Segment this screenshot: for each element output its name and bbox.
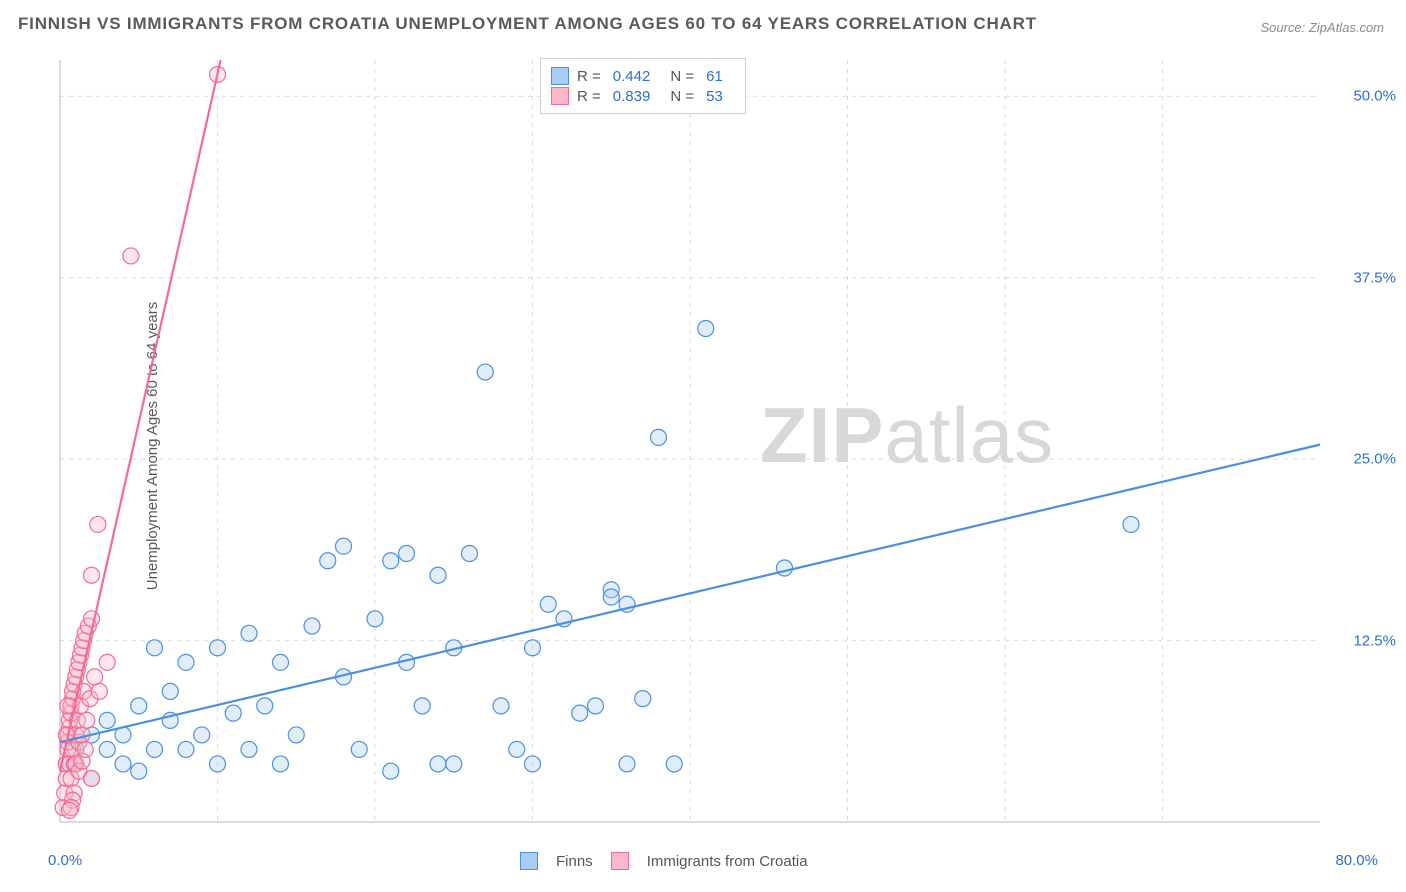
- legend-swatch: [551, 67, 569, 85]
- legend-r-value: 0.839: [613, 88, 651, 105]
- x-axis-min-label: 0.0%: [48, 852, 82, 869]
- legend-swatch: [520, 852, 538, 870]
- legend-swatch: [611, 852, 629, 870]
- legend-r-label: R =: [577, 88, 601, 105]
- legend-r-value: 0.442: [613, 68, 651, 85]
- y-tick-label: 37.5%: [1353, 269, 1396, 286]
- x-axis-max-label: 80.0%: [1335, 852, 1378, 869]
- series-legend: Finns Immigrants from Croatia: [520, 852, 808, 870]
- legend-n-label: N =: [670, 68, 694, 85]
- chart-title: FINNISH VS IMMIGRANTS FROM CROATIA UNEMP…: [18, 14, 1037, 34]
- legend-series-label: Finns: [556, 853, 593, 870]
- legend-series-label: Immigrants from Croatia: [647, 853, 808, 870]
- legend-n-value: 61: [706, 68, 723, 85]
- legend-n-label: N =: [670, 88, 694, 105]
- correlation-legend: R = 0.442 N = 61 R = 0.839 N = 53: [540, 58, 746, 114]
- legend-n-value: 53: [706, 88, 723, 105]
- legend-row: R = 0.442 N = 61: [551, 67, 735, 85]
- y-tick-label: 12.5%: [1353, 632, 1396, 649]
- y-tick-label: 25.0%: [1353, 451, 1396, 468]
- legend-row: R = 0.839 N = 53: [551, 87, 735, 105]
- source-label: Source: ZipAtlas.com: [1260, 20, 1384, 35]
- legend-swatch: [551, 87, 569, 105]
- scatter-plot: [50, 54, 1380, 842]
- y-tick-label: 50.0%: [1353, 88, 1396, 105]
- legend-r-label: R =: [577, 68, 601, 85]
